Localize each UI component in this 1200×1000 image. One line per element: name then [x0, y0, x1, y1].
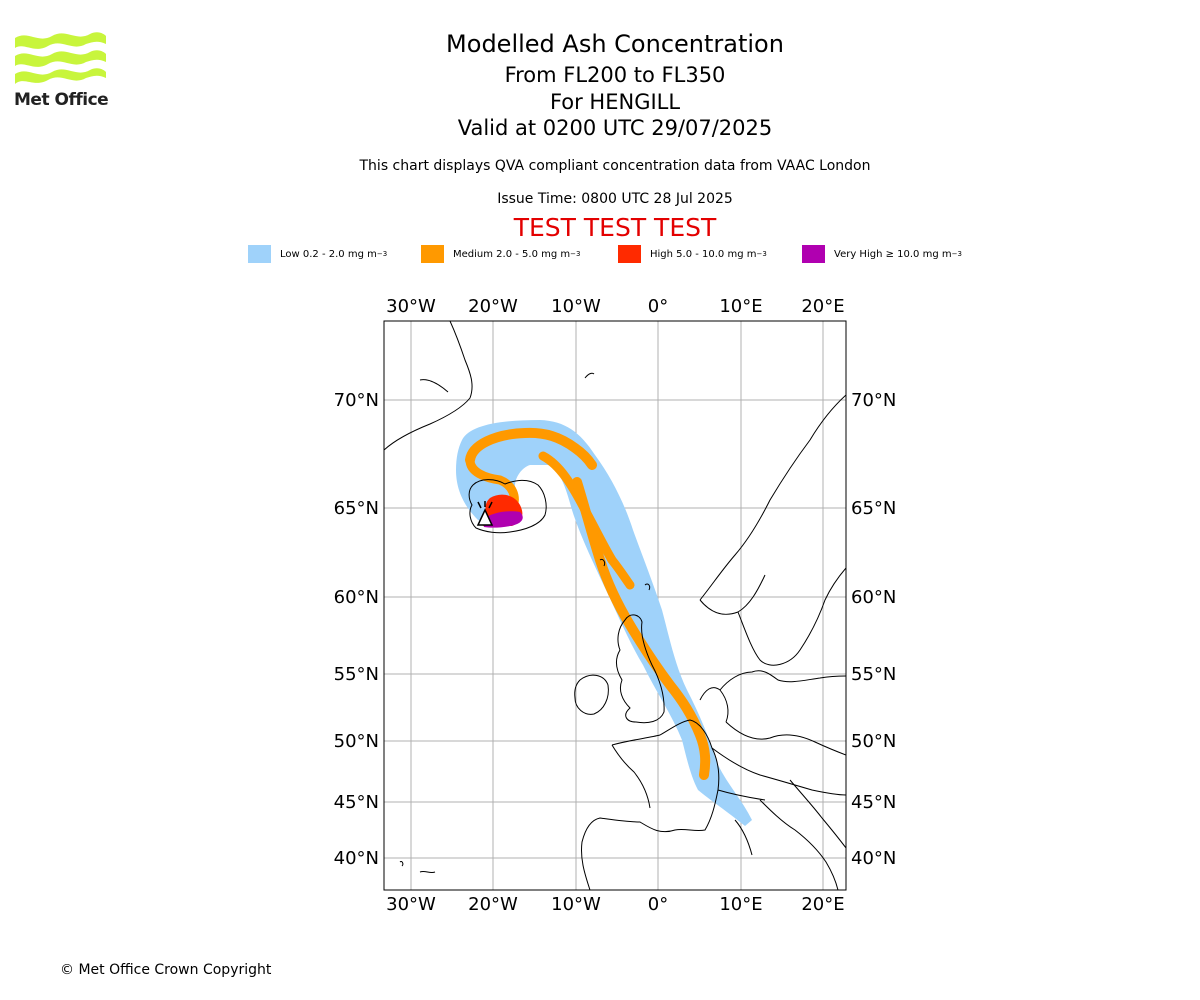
legend-swatch-low [248, 245, 271, 263]
lon-labels-bottom: 30°W 20°W 10°W 0° 10°E 20°E [386, 894, 844, 915]
lat-label: 45°N [334, 792, 379, 813]
legend-unit-exponent: −3 [376, 250, 388, 258]
copyright-notice: © Met Office Crown Copyright [60, 962, 272, 978]
lat-labels-right: 70°N 65°N 60°N 55°N 50°N 45°N 40°N [851, 390, 896, 869]
lon-label: 30°W [386, 296, 436, 317]
lat-label: 50°N [851, 731, 896, 752]
flight-level-subtitle: From FL200 to FL350 [504, 63, 726, 87]
legend-item-medium: Medium 2.0 - 5.0 mg m −3 [421, 244, 580, 264]
legend-label-medium: Medium 2.0 - 5.0 mg m [453, 248, 571, 260]
lat-labels-left: 70°N 65°N 60°N 55°N 50°N 45°N 40°N [334, 390, 379, 869]
logo-text: Met Office [14, 90, 109, 110]
lat-label: 40°N [851, 848, 896, 869]
lon-label: 10°W [551, 296, 601, 317]
map-frame [383, 320, 847, 891]
lon-label: 30°W [386, 894, 436, 915]
volcano-subtitle: For HENGILL [549, 90, 681, 114]
lon-label: 20°E [801, 894, 844, 915]
lon-label: 20°W [468, 894, 518, 915]
lat-label: 70°N [851, 390, 896, 411]
met-office-logo: Met Office [14, 30, 110, 114]
ash-area-very-high [482, 511, 523, 528]
lat-label: 70°N [334, 390, 379, 411]
volcano-marker-icon [476, 501, 494, 526]
test-banner: TEST TEST TEST [513, 213, 717, 242]
lat-label: 40°N [334, 848, 379, 869]
lon-label: 10°E [719, 296, 762, 317]
legend-item-low: Low 0.2 - 2.0 mg m −3 [248, 244, 387, 264]
lon-label: 10°W [551, 894, 601, 915]
lon-labels-top: 30°W 20°W 10°W 0° 10°E 20°E [386, 296, 844, 317]
lat-label: 60°N [851, 587, 896, 608]
lon-label: 0° [648, 296, 668, 317]
legend-item-high: High 5.0 - 10.0 mg m −3 [618, 244, 767, 264]
lon-label: 20°W [468, 296, 518, 317]
legend-label-low: Low 0.2 - 2.0 mg m [280, 248, 377, 260]
lat-label: 60°N [334, 587, 379, 608]
chart-title: Modelled Ash Concentration [446, 30, 784, 58]
legend-item-very-high: Very High ≥ 10.0 mg m −3 [802, 244, 962, 264]
lat-label: 65°N [334, 498, 379, 519]
legend-label-very-high: Very High ≥ 10.0 mg m [834, 248, 952, 260]
issue-time: Issue Time: 0800 UTC 28 Jul 2025 [497, 191, 733, 207]
lon-label: 20°E [801, 296, 844, 317]
valid-time-subtitle: Valid at 0200 UTC 29/07/2025 [457, 116, 773, 140]
legend-label-high: High 5.0 - 10.0 mg m [650, 248, 757, 260]
legend-swatch-medium [421, 245, 444, 263]
chart-description: This chart displays QVA compliant concen… [359, 158, 871, 174]
lat-label: 50°N [334, 731, 379, 752]
lat-label: 45°N [851, 792, 896, 813]
legend-swatch-very-high [802, 245, 825, 263]
legend-unit-exponent: −3 [756, 250, 767, 258]
lon-label: 0° [648, 894, 668, 915]
lat-label: 65°N [851, 498, 896, 519]
lat-label: 55°N [334, 664, 379, 685]
legend-unit-exponent: −3 [951, 250, 962, 258]
map-coastlines [384, 321, 846, 890]
legend-swatch-high [618, 245, 641, 263]
lat-label: 55°N [851, 664, 896, 685]
lon-label: 10°E [719, 894, 762, 915]
legend-unit-exponent: −3 [570, 250, 581, 258]
